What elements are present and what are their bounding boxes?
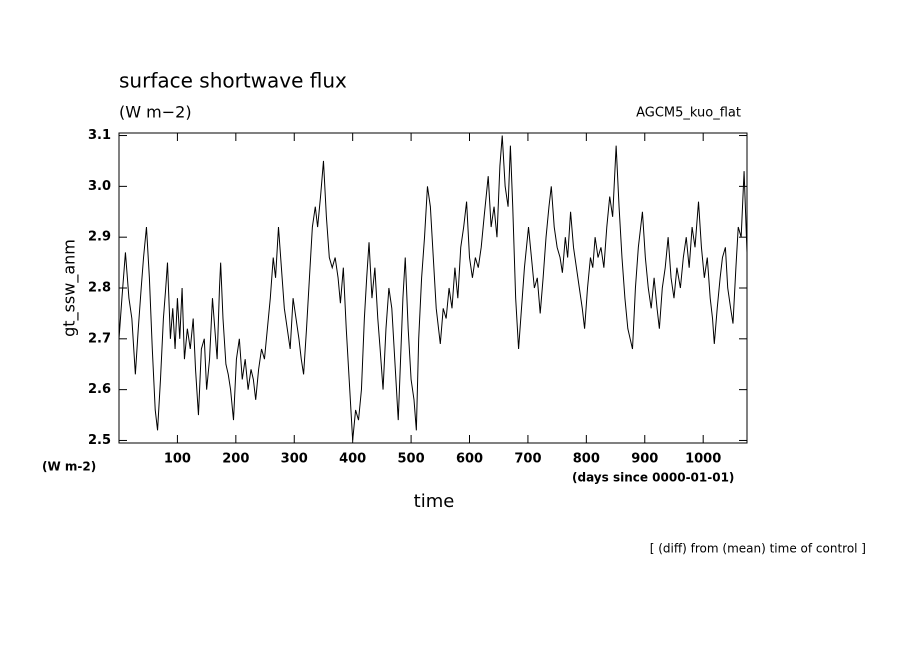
annotation: AGCM5_kuo_flat — [636, 106, 741, 121]
x-tick-label: 300 — [281, 452, 308, 467]
x-tick-label: 600 — [456, 452, 483, 467]
x-axis-label: time — [414, 491, 455, 512]
chart-title: surface shortwave flux — [119, 69, 347, 93]
x-tick-label: 400 — [339, 452, 366, 467]
y-units: (W m-2) — [42, 460, 96, 474]
x-tick-label: 900 — [631, 452, 658, 467]
y-tick-label: 2.8 — [88, 281, 111, 296]
x-tick-label: 200 — [222, 452, 249, 467]
y-tick-label: 2.5 — [88, 433, 111, 448]
x-tick-label: 100 — [164, 452, 191, 467]
y-tick-label: 3.1 — [88, 128, 111, 143]
y-tick-label: 2.6 — [88, 382, 111, 397]
x-units: (days since 0000-01-01) — [572, 471, 734, 485]
x-tick-label: 700 — [514, 452, 541, 467]
y-tick-label: 2.7 — [88, 331, 111, 346]
x-tick-label: 1000 — [685, 452, 721, 467]
data-line — [118, 135, 748, 441]
y-axis-label: gt_ssw_anm — [60, 239, 80, 337]
x-tick-label: 800 — [573, 452, 600, 467]
footnote: [ (diff) from (mean) time of control ] — [650, 542, 866, 556]
y-tick-label: 3.0 — [88, 179, 111, 194]
x-tick-label: 500 — [398, 452, 425, 467]
y-tick-label: 2.9 — [88, 230, 111, 245]
chart-subtitle: (W m−2) — [119, 103, 192, 122]
